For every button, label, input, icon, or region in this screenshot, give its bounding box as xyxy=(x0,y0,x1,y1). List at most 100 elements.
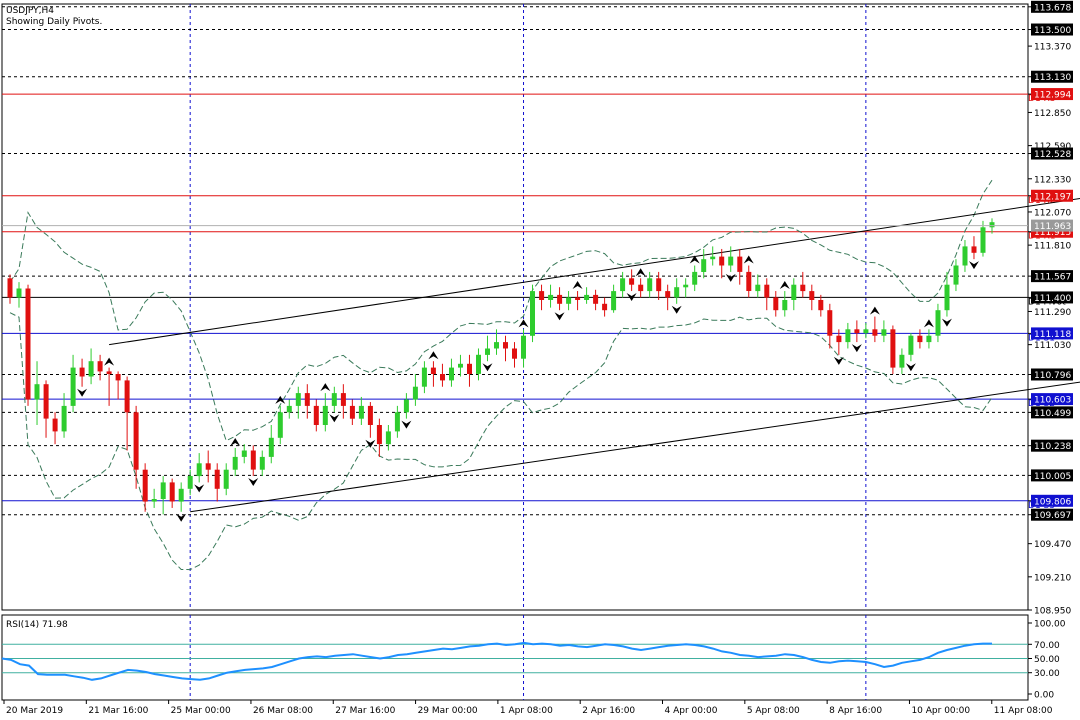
fractal-down-arrow xyxy=(77,388,88,397)
candle xyxy=(890,325,896,374)
candle-body xyxy=(286,405,292,413)
candle-body xyxy=(827,310,833,336)
fractal-down-arrow xyxy=(941,318,952,327)
candle-body xyxy=(34,384,40,400)
candle xyxy=(79,358,85,387)
fractal-up-arrow xyxy=(743,255,754,264)
candle-body xyxy=(971,246,977,253)
candle-body xyxy=(530,291,535,336)
candle xyxy=(710,246,716,266)
candle xyxy=(187,469,193,496)
candle xyxy=(836,329,842,355)
candle-body xyxy=(845,329,851,343)
candle xyxy=(430,361,436,387)
candle-body xyxy=(980,227,986,253)
candle-body xyxy=(214,469,220,489)
price-label: 110.005 xyxy=(1034,472,1071,482)
candle xyxy=(223,463,229,496)
candle-body xyxy=(881,329,887,336)
price-label-box xyxy=(1031,368,1073,381)
candle xyxy=(602,297,608,317)
candle-body xyxy=(692,271,698,285)
candle xyxy=(286,399,292,419)
candle xyxy=(25,284,31,406)
candle xyxy=(809,284,815,311)
candle xyxy=(755,274,761,298)
price-label-box xyxy=(1031,270,1073,283)
price-label: 113.500 xyxy=(1034,26,1071,36)
candle xyxy=(611,284,617,313)
candle-body xyxy=(322,405,328,425)
fractal-down-arrow xyxy=(626,293,637,302)
candle xyxy=(34,361,40,426)
candle xyxy=(746,265,752,298)
price-label: 110.238 xyxy=(1034,442,1071,452)
candle xyxy=(764,278,770,311)
candle-body xyxy=(403,399,409,413)
candle-body xyxy=(467,363,472,374)
candle xyxy=(926,329,932,349)
candle-body xyxy=(611,291,617,311)
time-label: 2 Apr 16:00 xyxy=(582,706,635,716)
candle xyxy=(340,384,346,419)
price-label: 111.118 xyxy=(1034,330,1071,340)
trendline[interactable] xyxy=(190,332,1080,513)
candle xyxy=(575,291,581,311)
fractal-down-arrow xyxy=(248,478,259,487)
candle-body xyxy=(394,412,400,432)
trendline[interactable] xyxy=(109,151,1080,346)
candle xyxy=(674,278,680,304)
candle-body xyxy=(430,367,436,374)
candle-body xyxy=(250,450,256,470)
fractal-up-arrow xyxy=(230,437,241,446)
candle xyxy=(43,380,49,438)
candle xyxy=(485,335,490,362)
candle-body xyxy=(656,278,662,292)
candle xyxy=(827,303,833,349)
candle xyxy=(494,329,499,355)
price-label-box xyxy=(1031,494,1073,507)
candle xyxy=(692,265,698,292)
candle-body xyxy=(917,335,923,343)
candle xyxy=(845,322,851,349)
price-label: 112.197 xyxy=(1034,192,1071,202)
rsi-title: RSI(14) 71.98 xyxy=(6,620,68,630)
candle-body xyxy=(854,329,860,334)
candle xyxy=(737,248,743,285)
candle-body xyxy=(818,300,824,311)
candle xyxy=(971,236,977,260)
candle xyxy=(440,363,445,387)
candle-body xyxy=(241,450,247,457)
candle-body xyxy=(989,222,995,228)
time-label: 25 Mar 00:00 xyxy=(171,706,231,716)
candle xyxy=(151,488,157,508)
candle xyxy=(142,463,148,512)
candle xyxy=(133,405,139,489)
candle xyxy=(530,284,535,343)
candle-body xyxy=(719,256,725,266)
candle-body xyxy=(647,278,653,292)
candle xyxy=(620,271,626,298)
candle xyxy=(953,259,959,292)
candle-body xyxy=(268,437,274,457)
candle-body xyxy=(566,297,572,304)
candle-body xyxy=(764,284,770,298)
candle xyxy=(467,354,472,387)
time-label: 21 Mar 16:00 xyxy=(88,706,148,716)
price-label: 110.499 xyxy=(1034,409,1071,419)
candle-body xyxy=(169,482,175,502)
candle-body xyxy=(584,294,590,300)
candle-body xyxy=(701,259,707,272)
price-label: 111.290 xyxy=(1034,308,1071,318)
candle-body xyxy=(494,342,499,349)
candle-body xyxy=(295,393,301,406)
price-label: 109.806 xyxy=(1034,497,1071,507)
candle-body xyxy=(485,348,490,355)
candle-body xyxy=(449,367,454,381)
candle xyxy=(449,358,454,387)
candle xyxy=(97,354,103,381)
fractal-down-arrow xyxy=(968,261,979,270)
candle-body xyxy=(304,393,310,406)
